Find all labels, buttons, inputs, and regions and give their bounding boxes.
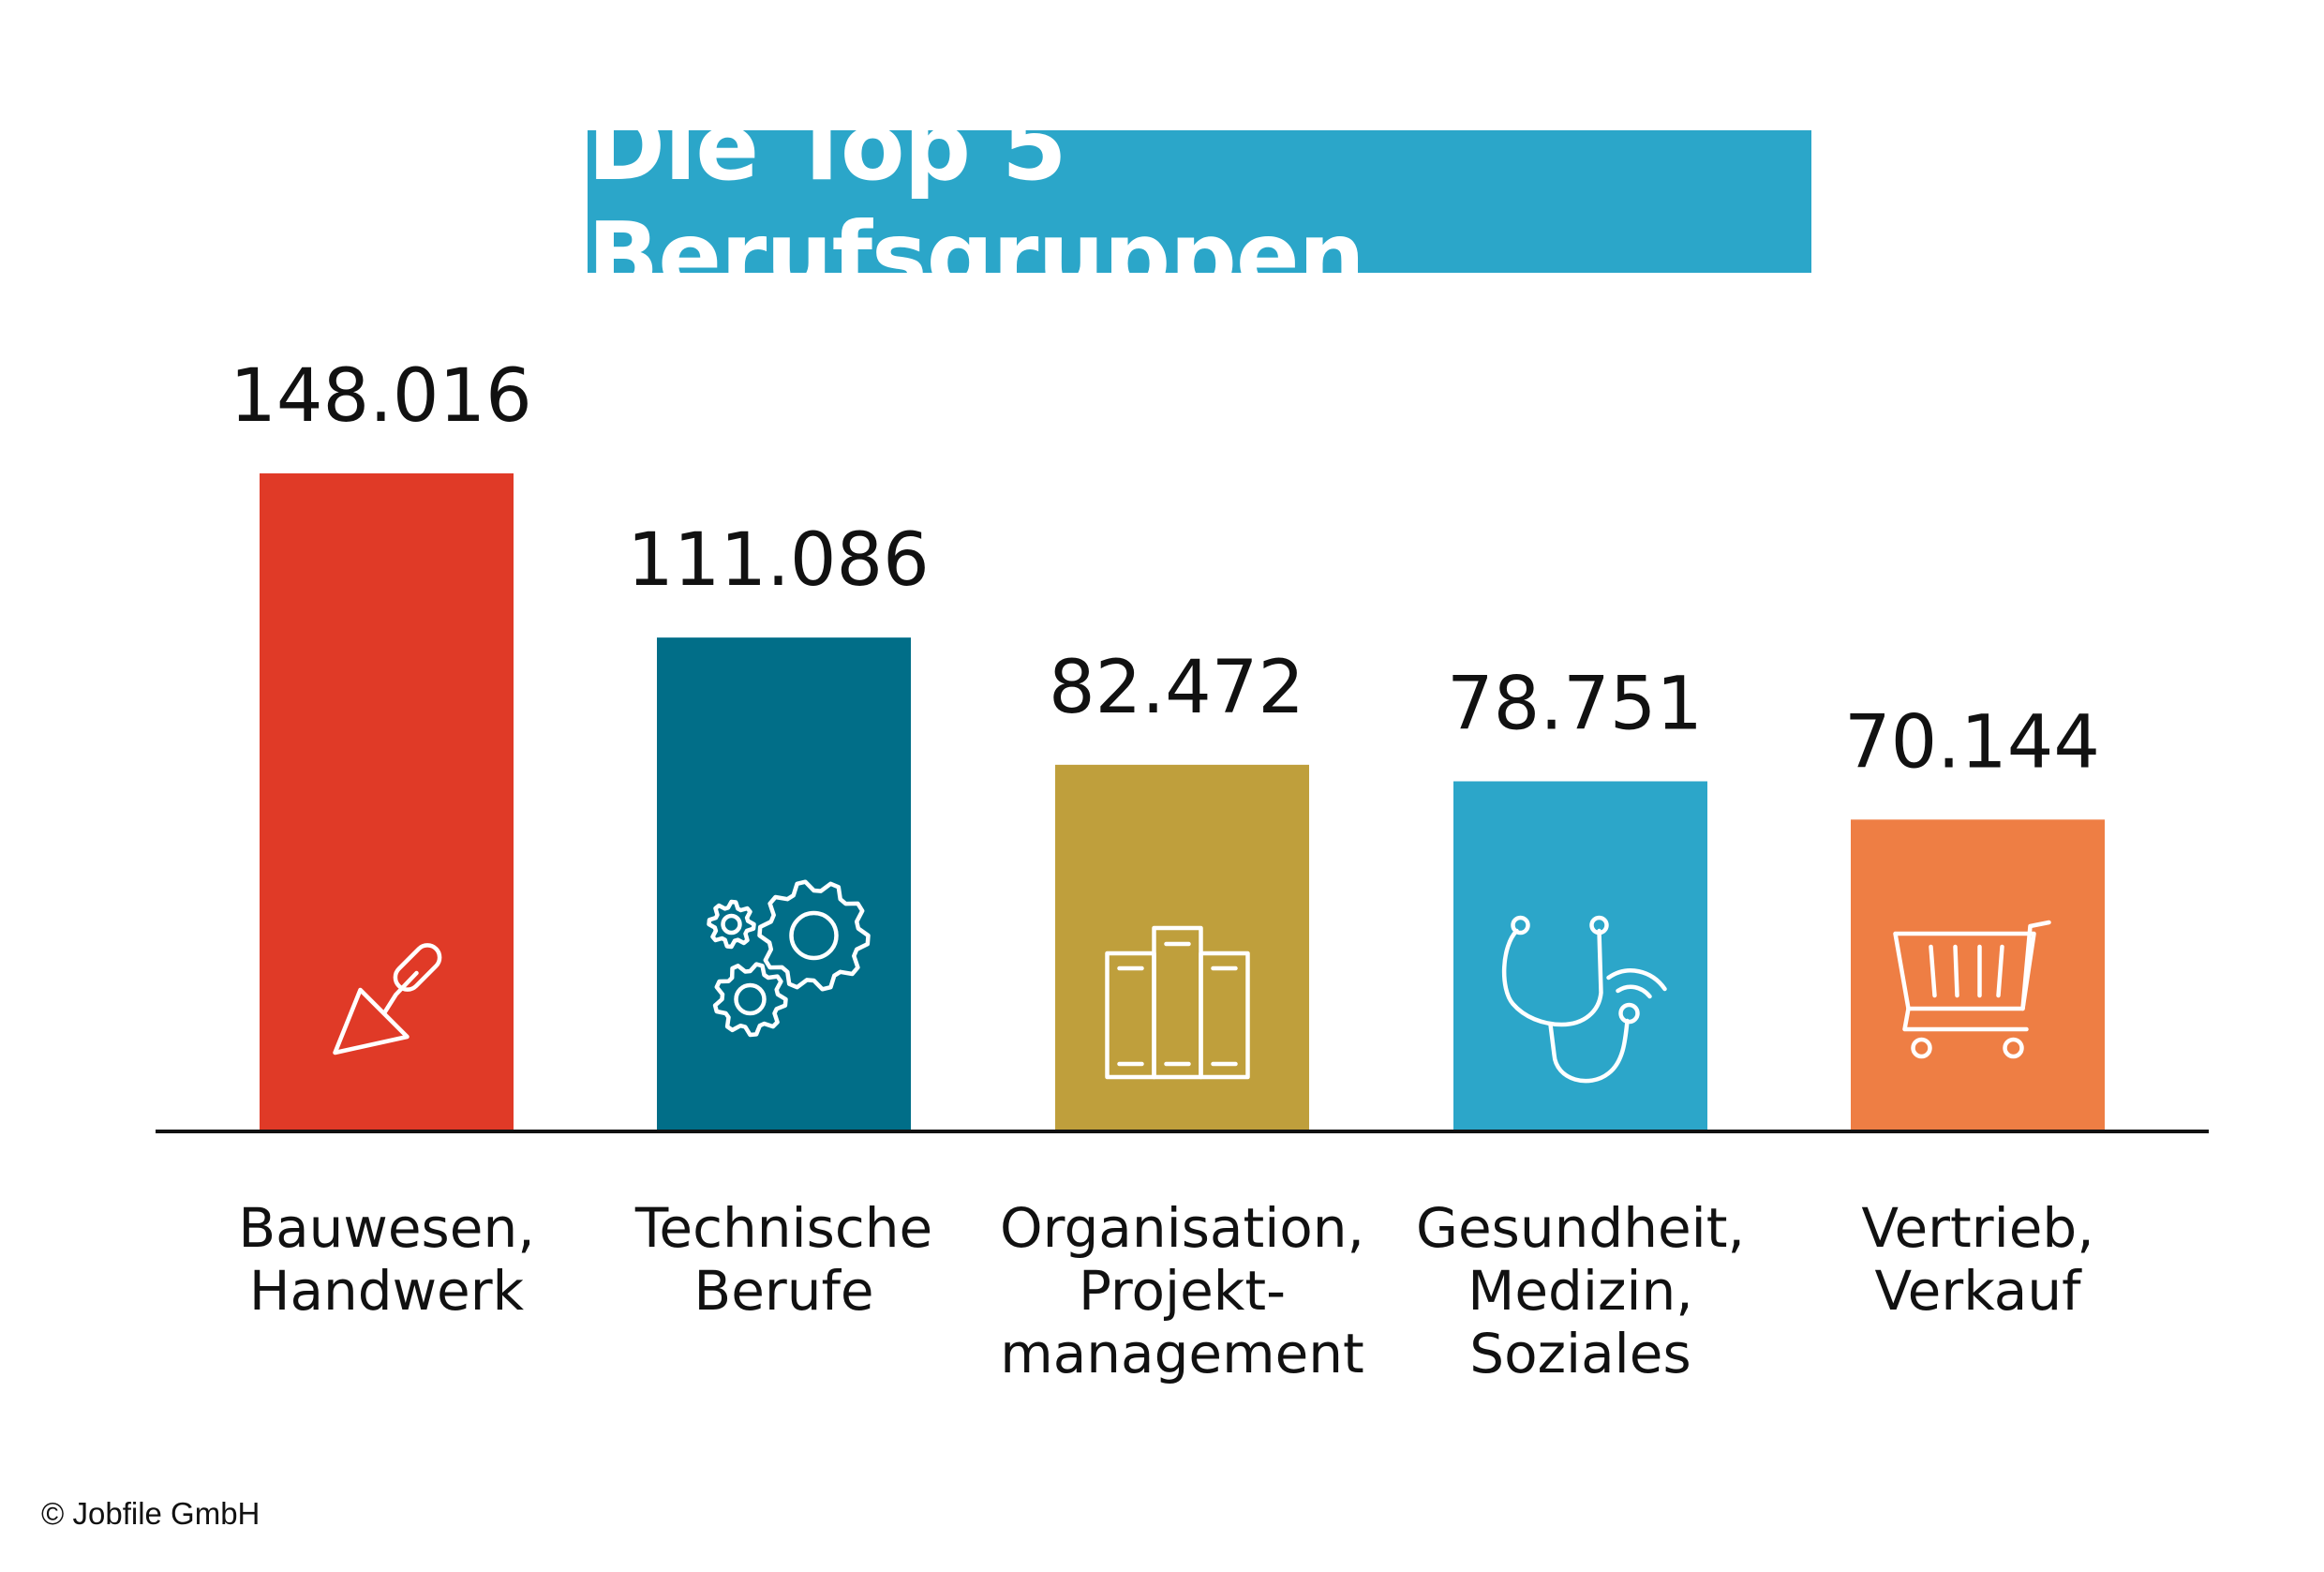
chart-title-banner: Die Top 5 Berufsgruppen (588, 92, 1811, 311)
value-label-2: 111.086 (627, 518, 930, 603)
category-label-2: Technische Berufe (634, 1196, 932, 1323)
stethoscope-icon (1502, 915, 1667, 1084)
trowel-icon (333, 943, 442, 1055)
value-label-4: 78.751 (1447, 663, 1703, 747)
category-label-4: Gesundheit, Medizin, Soziales (1416, 1196, 1745, 1385)
category-label-3: Organisation, Projekt-management (1000, 1196, 1364, 1385)
value-label-3: 82.472 (1049, 646, 1304, 730)
bar-4 (1453, 781, 1707, 1131)
bar-3 (1055, 764, 1309, 1131)
shopping-cart-icon (1893, 920, 2051, 1059)
value-label-1: 148.016 (230, 354, 532, 439)
bar-1 (260, 473, 514, 1131)
category-label-5: Vertrieb, Verkauf (1861, 1196, 2093, 1323)
chart-title: Die Top 5 Berufsgruppen (588, 92, 1365, 311)
gears-icon (707, 879, 871, 1038)
copyright-text: © Jobfile GmbH (41, 1496, 261, 1531)
bar-2 (657, 637, 911, 1131)
binders-icon (1105, 925, 1250, 1080)
category-label-1: Bauwesen, Handwerk (238, 1196, 534, 1323)
value-label-5: 70.144 (1844, 700, 2100, 785)
